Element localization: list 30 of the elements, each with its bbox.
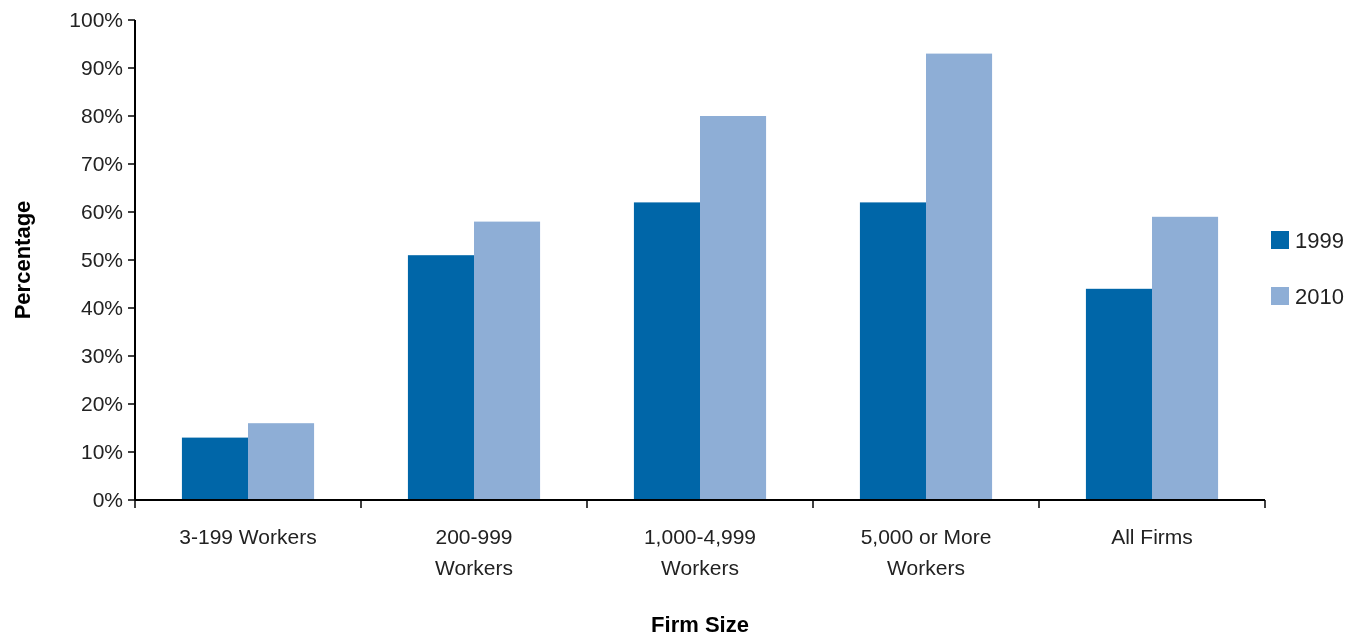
y-axis-title: Percentage	[10, 200, 35, 320]
y-tick-label: 100%	[69, 8, 123, 32]
x-tick-label: 3-199 Workers	[179, 525, 317, 548]
x-tick-label: 1,000-4,999 Workers	[643, 525, 757, 579]
bar	[474, 221, 541, 500]
y-tick-label: 20%	[80, 392, 123, 416]
x-tick-label: 200-999 Workers	[435, 525, 513, 579]
y-tick-label: 80%	[80, 104, 123, 128]
bar	[1085, 288, 1152, 500]
x-tick-label: All Firms	[1111, 525, 1193, 548]
y-tick-label: 30%	[80, 344, 123, 368]
bar	[1152, 216, 1219, 500]
y-tick-label: 10%	[80, 440, 123, 464]
x-axis-title: Firm Size	[651, 612, 749, 636]
bar	[926, 53, 993, 500]
bar	[633, 202, 700, 500]
bar	[859, 202, 926, 500]
legend-label: 2010	[1295, 283, 1344, 309]
legend-label: 1999	[1295, 227, 1344, 253]
y-tick-label: 70%	[80, 152, 123, 176]
bar	[248, 423, 315, 500]
bar	[700, 116, 767, 500]
x-tick-label: 5,000 or More Workers	[860, 525, 992, 579]
y-tick-label: 60%	[80, 200, 123, 224]
bar	[407, 255, 474, 500]
y-tick-label: 90%	[80, 56, 123, 80]
bar	[181, 437, 248, 500]
y-tick-label: 40%	[80, 296, 123, 320]
y-tick-label: 50%	[80, 248, 123, 272]
y-tick-label: 0%	[92, 488, 123, 512]
